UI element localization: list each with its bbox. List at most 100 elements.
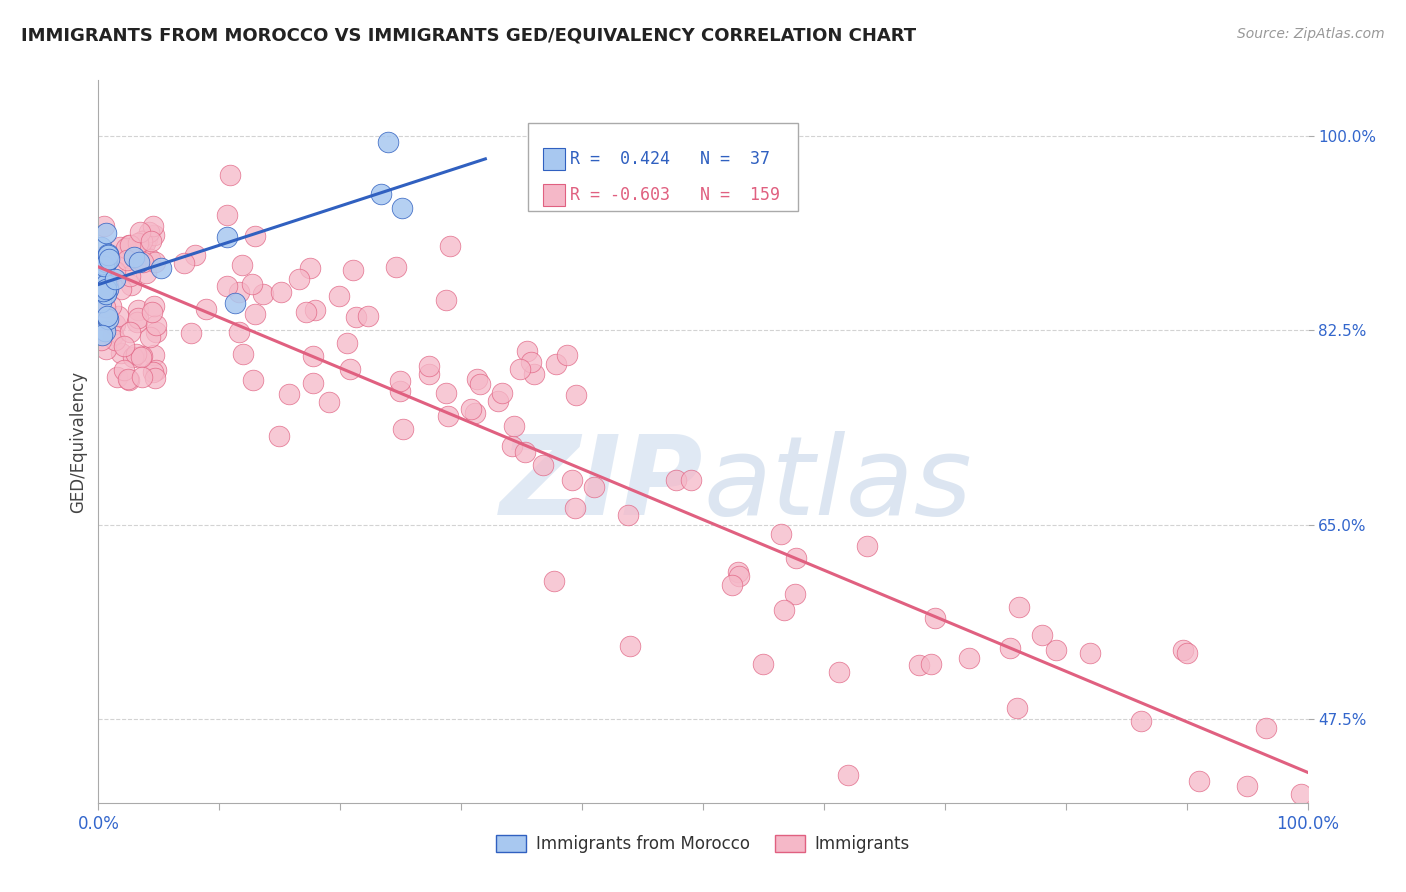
Point: [138, 225, 160, 239]
Point: [96, 277, 118, 292]
Point: [520, 355, 543, 369]
Point: [129, 243, 152, 257]
Point: [129, 225, 152, 239]
Point: [218, 169, 240, 183]
Point: [344, 310, 367, 325]
Point: [470, 377, 492, 392]
Point: [1008, 599, 1031, 614]
Point: [195, 302, 218, 317]
Point: [531, 458, 554, 472]
Point: [120, 268, 142, 283]
Point: [120, 278, 142, 293]
Point: [501, 439, 523, 453]
Point: [215, 208, 238, 222]
Point: [328, 289, 350, 303]
Point: [97, 312, 120, 326]
Point: [97, 247, 120, 261]
Point: [120, 325, 142, 339]
Point: [97, 248, 120, 262]
Point: [90, 260, 112, 274]
Point: [142, 219, 165, 234]
Point: [828, 665, 851, 680]
Point: [224, 296, 246, 310]
Point: [582, 480, 605, 494]
Point: [105, 370, 128, 384]
Point: [143, 371, 166, 385]
Point: [91, 261, 114, 276]
Point: [856, 539, 879, 553]
Point: [94, 324, 117, 338]
Point: [131, 235, 153, 249]
Point: [228, 285, 250, 299]
Point: [516, 343, 538, 358]
Point: [752, 657, 775, 671]
Point: [302, 349, 325, 363]
Point: [100, 299, 122, 313]
Point: [124, 250, 146, 264]
Point: [557, 348, 579, 362]
Point: [385, 260, 408, 274]
Text: IMMIGRANTS FROM MOROCCO VS IMMIGRANTS GED/EQUIVALENCY CORRELATION CHART: IMMIGRANTS FROM MOROCCO VS IMMIGRANTS GE…: [21, 27, 917, 45]
Point: [145, 363, 167, 377]
Point: [104, 263, 127, 277]
Point: [93, 281, 115, 295]
Point: [94, 273, 117, 287]
Point: [128, 254, 150, 268]
Point: [785, 550, 807, 565]
Point: [94, 286, 117, 301]
Point: [502, 418, 524, 433]
Point: [513, 445, 536, 459]
Point: [243, 307, 266, 321]
Point: [112, 338, 135, 352]
Point: [91, 273, 114, 287]
Point: [132, 255, 155, 269]
Point: [139, 330, 162, 344]
Point: [142, 348, 165, 362]
Point: [434, 386, 457, 401]
Text: ZIP: ZIP: [499, 432, 703, 539]
Point: [336, 336, 359, 351]
Point: [215, 229, 238, 244]
Point: [91, 283, 114, 297]
Point: [339, 362, 361, 376]
Point: [90, 277, 112, 292]
Point: [252, 287, 274, 301]
Point: [104, 272, 127, 286]
Point: [1175, 646, 1198, 660]
Point: [616, 508, 638, 522]
Point: [920, 657, 942, 671]
Point: [437, 409, 460, 423]
Point: [1000, 640, 1022, 655]
Point: [122, 250, 145, 264]
Point: [127, 235, 149, 250]
Point: [465, 372, 488, 386]
Point: [97, 279, 120, 293]
Point: [94, 258, 117, 272]
Point: [1171, 642, 1194, 657]
Point: [89, 265, 111, 279]
Point: [142, 365, 165, 379]
Point: [142, 299, 165, 313]
Point: [112, 362, 135, 376]
Point: [924, 611, 946, 625]
Point: [1078, 646, 1101, 660]
Point: [94, 343, 117, 357]
Point: [232, 347, 254, 361]
Point: [509, 361, 531, 376]
Point: [94, 226, 117, 240]
Point: [270, 285, 292, 300]
Point: [98, 252, 121, 267]
Point: [418, 367, 440, 381]
Point: [125, 315, 148, 329]
Point: [370, 187, 392, 202]
Point: [94, 286, 117, 301]
Point: [543, 574, 565, 589]
Point: [118, 238, 141, 252]
Point: [114, 241, 136, 255]
Point: [131, 349, 153, 363]
Point: [439, 239, 461, 253]
Point: [342, 262, 364, 277]
Point: [89, 333, 111, 347]
Point: [1289, 787, 1312, 801]
Point: [90, 250, 112, 264]
